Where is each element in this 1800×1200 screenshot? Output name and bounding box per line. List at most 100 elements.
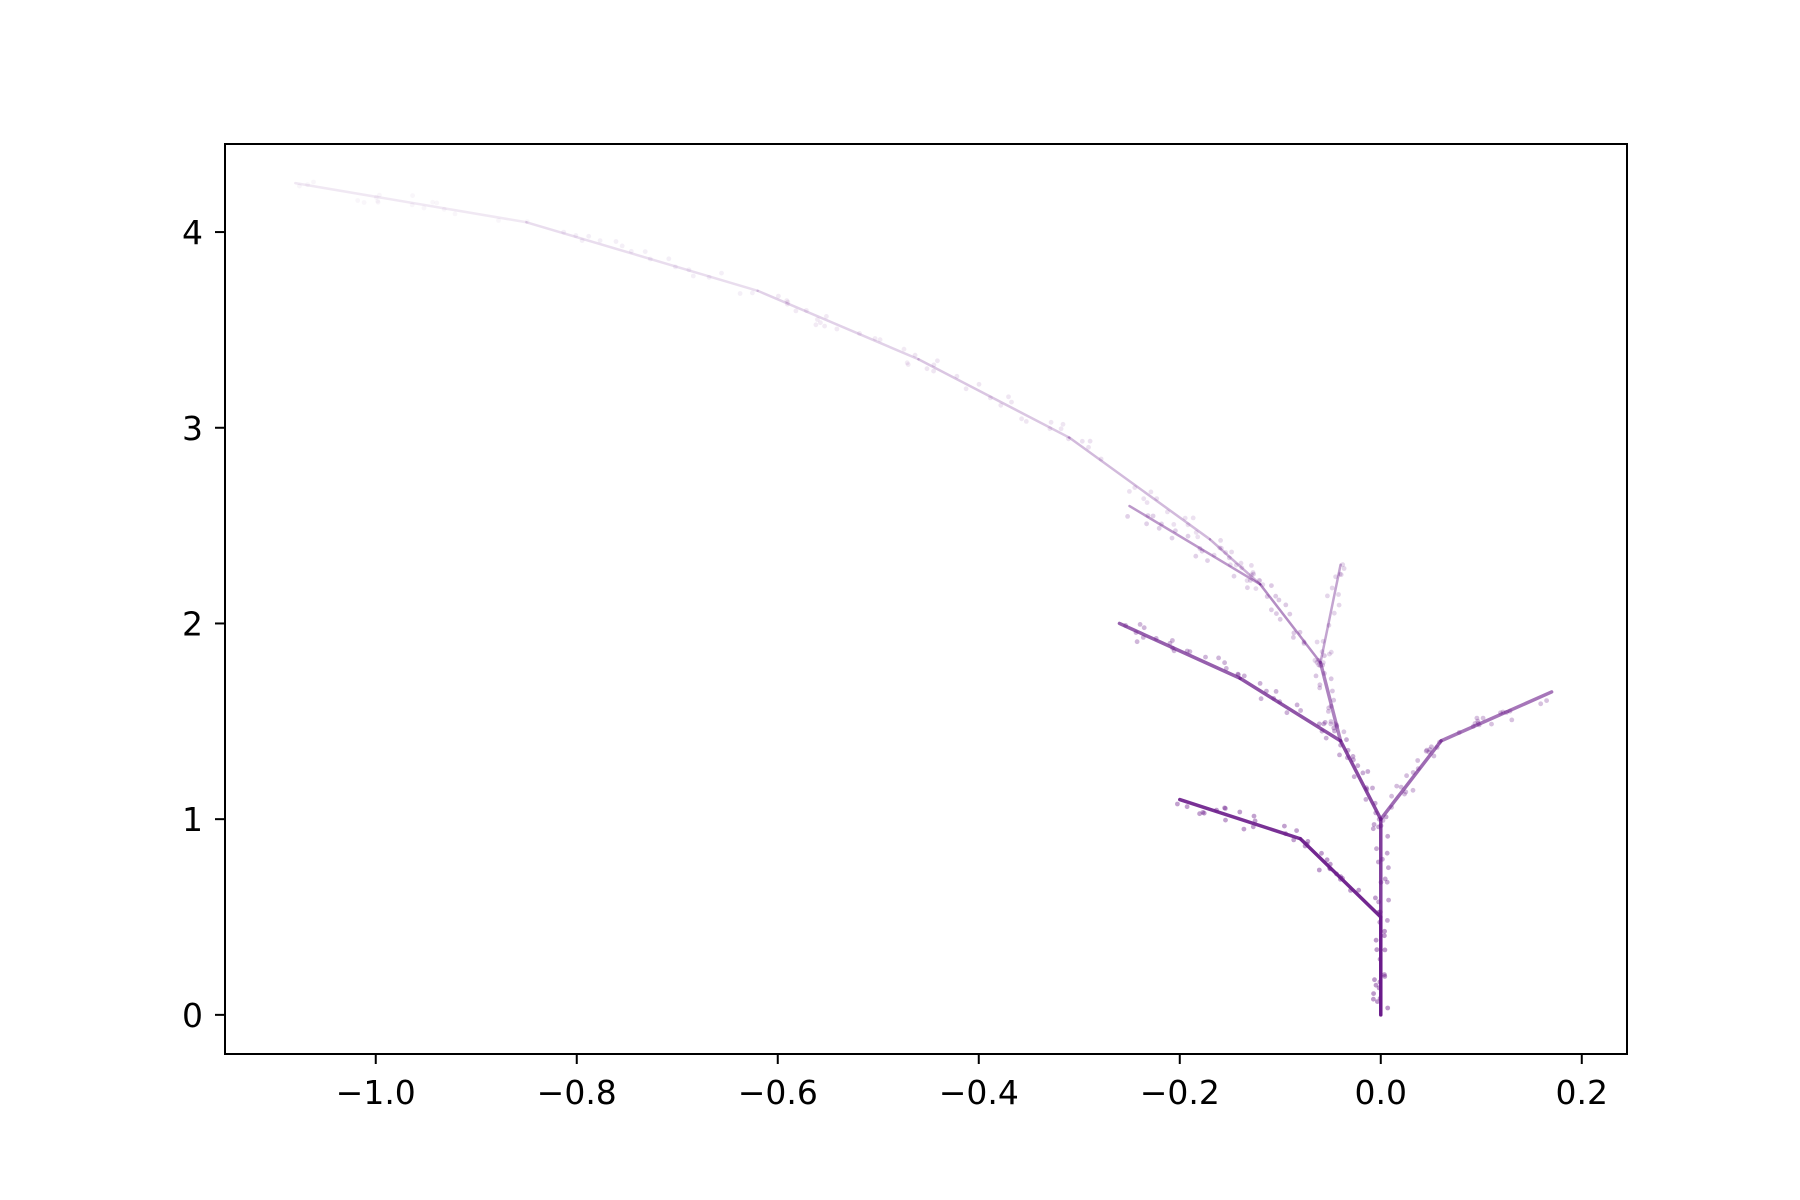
data-point (1321, 639, 1326, 644)
data-point (1374, 846, 1379, 851)
data-point (1382, 929, 1387, 934)
data-point (1385, 834, 1390, 839)
data-point (1320, 649, 1325, 654)
data-point (1245, 578, 1250, 583)
data-point (1253, 819, 1258, 824)
data-point (1382, 972, 1387, 977)
data-point (1024, 419, 1029, 424)
data-point (719, 271, 724, 276)
data-point (1403, 790, 1408, 795)
data-point (1324, 736, 1329, 741)
data-point (1373, 811, 1378, 816)
data-point (1185, 804, 1190, 809)
data-point (643, 249, 648, 254)
data-point (1141, 635, 1146, 640)
data-point (1159, 522, 1164, 527)
data-point (873, 336, 878, 341)
data-point (1274, 611, 1279, 616)
y-tick-label: 4 (182, 213, 203, 252)
data-point (1477, 723, 1482, 728)
data-point (1355, 763, 1360, 768)
data-point (1383, 877, 1388, 882)
data-point (1254, 586, 1259, 591)
data-point (1371, 997, 1376, 1002)
data-point (1260, 582, 1265, 587)
data-point (1252, 814, 1257, 819)
data-point (1399, 785, 1404, 790)
data-point (1212, 553, 1217, 558)
data-point (1508, 709, 1513, 714)
data-point (1273, 594, 1278, 599)
data-point (1330, 689, 1335, 694)
data-point (1338, 743, 1343, 748)
data-point (750, 291, 755, 296)
data-point (1352, 774, 1357, 779)
data-point (955, 374, 960, 379)
data-point (1386, 865, 1391, 870)
data-point (1415, 758, 1420, 763)
data-point (614, 239, 619, 244)
data-point (1371, 991, 1376, 996)
x-tick-label: 0.2 (1556, 1073, 1608, 1112)
data-point (1411, 770, 1416, 775)
data-point (1334, 724, 1339, 729)
data-point (932, 363, 937, 368)
data-point (1348, 888, 1353, 893)
data-point (1327, 623, 1332, 628)
data-point (1374, 947, 1379, 952)
data-point (1264, 689, 1269, 694)
data-point (1251, 824, 1256, 829)
data-point (931, 369, 936, 374)
data-point (1086, 445, 1091, 450)
data-point (1389, 794, 1394, 799)
data-point (1216, 656, 1221, 661)
data-point (1236, 672, 1241, 677)
data-point (1370, 786, 1375, 791)
data-point (738, 291, 743, 296)
data-point (822, 324, 827, 329)
data-point (1333, 574, 1338, 579)
data-point (1171, 522, 1176, 527)
data-point (1337, 603, 1342, 608)
data-point (905, 360, 910, 365)
data-point (935, 358, 940, 363)
data-point (586, 234, 591, 239)
data-point (1277, 598, 1282, 603)
data-point (496, 218, 501, 223)
data-point (1326, 706, 1331, 711)
data-point (1321, 660, 1326, 665)
data-point (1337, 753, 1342, 758)
data-point (1378, 980, 1383, 985)
data-point (1378, 996, 1383, 1001)
data-point (1381, 818, 1386, 823)
data-point (1373, 801, 1378, 806)
data-point (1322, 671, 1327, 676)
data-point (1049, 420, 1054, 425)
data-point (1059, 426, 1064, 431)
data-point (1006, 394, 1011, 399)
data-point (707, 275, 712, 280)
data-point (1338, 572, 1343, 577)
data-point (1376, 860, 1381, 865)
data-point (1303, 844, 1308, 849)
data-point (355, 198, 360, 203)
data-point (1427, 750, 1432, 755)
data-point (1183, 516, 1188, 521)
data-point (1197, 811, 1202, 816)
data-point (434, 201, 439, 206)
data-point (1342, 566, 1347, 571)
y-tick-label: 1 (182, 800, 203, 839)
data-point (1203, 655, 1208, 660)
data-point (422, 206, 427, 211)
data-point (1334, 872, 1339, 877)
data-point (377, 193, 382, 198)
data-point (1325, 594, 1330, 599)
data-point (1205, 558, 1210, 563)
data-point (1234, 563, 1239, 568)
data-point (1242, 674, 1247, 679)
data-point (1132, 485, 1137, 490)
data-point (620, 244, 625, 249)
data-point (1292, 631, 1297, 636)
data-point (835, 327, 840, 332)
